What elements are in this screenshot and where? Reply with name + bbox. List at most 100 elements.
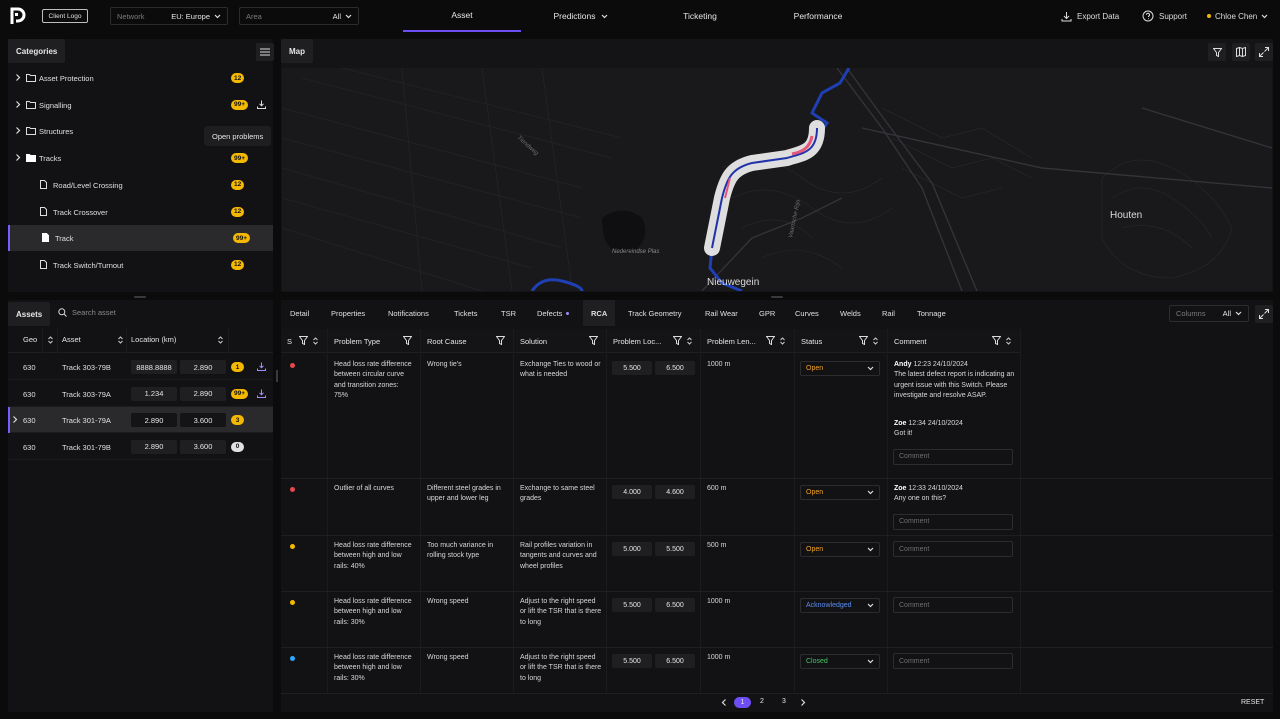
status-select[interactable]: Closed [800,654,880,669]
sort-icon[interactable] [48,336,53,344]
chevron-right-icon[interactable] [15,154,21,162]
category-item[interactable]: Tracks 99+ [8,145,273,171]
location-from[interactable]: 2.890 [131,413,177,427]
chevron-left-icon[interactable] [721,699,727,706]
col-problem-location[interactable]: Problem Loc... [613,336,662,346]
location-from-input[interactable]: 5.000 [612,542,652,556]
tab-rail-wear[interactable]: Rail Wear [705,300,738,326]
category-item[interactable]: Track Crossover 12 [8,199,273,225]
page-1-button[interactable]: 1 [734,697,751,708]
filter-icon[interactable] [992,336,1001,345]
location-from[interactable]: 2.890 [131,439,177,454]
page-2-button[interactable]: 2 [760,698,764,705]
location-from[interactable]: 1.234 [131,386,177,401]
comment-input[interactable]: Comment [893,448,1013,465]
col-problem-type[interactable]: Problem Type [334,336,381,346]
col-status[interactable]: Status [801,336,823,346]
col-geo[interactable]: Geo [23,335,38,344]
sort-icon[interactable] [218,336,223,344]
assets-tab[interactable]: Assets [8,302,51,326]
comment-input[interactable]: Comment [893,541,1013,557]
status-select[interactable]: Open [800,361,880,376]
asset-search[interactable]: Search asset [58,308,116,317]
download-icon[interactable] [257,362,266,371]
tab-gpr[interactable]: GPR [759,300,775,326]
table-row[interactable]: 630 Track 301-79B 2.890 3.600 0 [8,434,273,460]
comment-input[interactable]: Comment [893,513,1013,530]
location-to-input[interactable]: 6.500 [655,654,695,668]
panel-resize-handle[interactable] [276,370,278,382]
col-location[interactable]: Location (km) [131,335,177,344]
chevron-right-icon[interactable] [15,127,21,135]
tab-rca[interactable]: RCA [583,300,616,326]
category-item[interactable]: Track 99+ [8,225,273,252]
network-select[interactable]: Network EU: Europe [110,7,228,25]
status-select[interactable]: Open [800,542,880,557]
tab-curves[interactable]: Curves [795,300,819,326]
sort-icon[interactable] [780,337,785,345]
location-to-input[interactable]: 5.500 [655,542,695,556]
download-icon[interactable] [257,389,266,398]
tab-notifications[interactable]: Notifications [388,300,429,326]
user-menu[interactable]: Chloe Chen [1207,8,1268,24]
location-to-input[interactable]: 6.500 [655,361,695,375]
table-row[interactable]: 630 Track 301-79A 2.890 3.600 3 [8,407,273,433]
tab-tickets[interactable]: Tickets [454,300,477,326]
tab-welds[interactable]: Welds [840,300,861,326]
sort-icon[interactable] [873,337,878,345]
col-solution[interactable]: Solution [520,336,548,346]
col-asset[interactable]: Asset [62,335,81,344]
filter-icon[interactable] [496,336,505,345]
category-item[interactable]: Asset Protection 12 [8,65,273,91]
filter-icon[interactable] [673,336,682,345]
menu-button[interactable] [256,43,274,61]
table-row[interactable]: 630 Track 303-79B 8888.8888 2.890 1 [8,354,273,380]
filter-icon[interactable] [299,336,308,345]
category-item[interactable]: Road/Level Crossing 12 [8,172,273,198]
app-logo-icon[interactable] [8,6,28,26]
chevron-right-icon[interactable] [15,100,21,108]
category-item[interactable]: Track Switch/Turnout 12 [8,252,273,278]
tab-defects[interactable]: Defects [537,300,570,326]
map-canvas[interactable]: Houten Nieuwegein Nedereindse Plas Tiend… [282,68,1272,291]
tab-track-geometry[interactable]: Track Geometry [628,300,681,326]
category-item[interactable]: Signalling 99+ [8,92,273,118]
location-to[interactable]: 2.890 [180,360,226,374]
location-to-input[interactable]: 6.500 [655,598,695,612]
columns-select[interactable]: Columns All [1169,305,1249,322]
tab-properties[interactable]: Properties [331,300,365,326]
status-select[interactable]: Open [800,485,880,500]
area-select[interactable]: Area All [239,7,359,25]
tab-performance[interactable]: Performance [780,0,856,32]
filter-icon[interactable] [589,336,598,345]
col-problem-length[interactable]: Problem Len... [707,336,756,346]
filter-icon[interactable] [403,336,412,345]
location-to[interactable]: 2.890 [180,386,226,401]
detail-expand-button[interactable] [1255,305,1273,323]
chevron-right-icon[interactable] [15,74,21,81]
location-from-input[interactable]: 5.500 [612,361,652,375]
comment-input[interactable]: Comment [893,597,1013,613]
status-select[interactable]: Acknowledged [800,598,880,613]
reset-button[interactable]: RESET [1241,699,1265,706]
sort-icon[interactable] [1006,337,1011,345]
table-row[interactable]: 630 Track 303-79A 1.234 2.890 99+ [8,381,273,407]
col-root-cause[interactable]: Root Cause [427,336,467,346]
tab-ticketing[interactable]: Ticketing [665,0,735,32]
chevron-right-icon[interactable] [12,416,18,423]
tab-rail[interactable]: Rail [882,300,895,326]
map-layers-button[interactable] [1232,43,1250,61]
filter-icon[interactable] [859,336,868,345]
map-filter-button[interactable] [1208,43,1226,61]
location-from-input[interactable]: 5.500 [612,654,652,668]
category-item[interactable]: Structures [8,118,273,144]
export-data-button[interactable]: Export Data [1061,8,1119,24]
tab-predictions[interactable]: Predictions [533,0,628,32]
location-to-input[interactable]: 4.600 [655,485,695,499]
chevron-right-icon[interactable] [800,699,806,706]
filter-icon[interactable] [766,336,775,345]
comment-input[interactable]: Comment [893,653,1013,669]
sort-icon[interactable] [687,337,692,345]
col-s[interactable]: S [287,336,293,346]
tab-asset[interactable]: Asset [403,0,521,32]
